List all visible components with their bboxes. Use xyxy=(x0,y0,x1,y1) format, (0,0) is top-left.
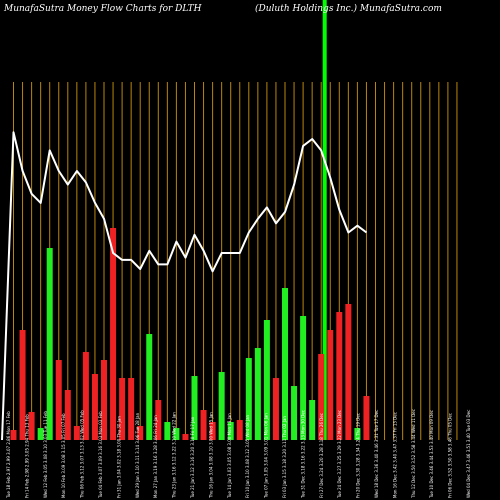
volume-bar xyxy=(200,410,207,440)
volume-bar xyxy=(236,420,243,440)
x-tick-label: Wed 29 Jan 3.10 3.11 3.14 3.06 Tue 28 Ja… xyxy=(135,412,140,498)
volume-bar xyxy=(263,320,270,440)
volume-bar xyxy=(363,396,370,440)
x-tick-label: Tue 14 Jan 3.03 3.05 3.08 3.00 Mon 13 Ja… xyxy=(227,413,232,499)
volume-bar xyxy=(191,376,198,440)
volume-bar xyxy=(318,354,325,440)
volume-bar xyxy=(354,428,361,440)
x-tick-label: Mon 16 Dec 3.42 3.40 3.47 3.37 Fri 13 De… xyxy=(392,412,397,498)
volume-bar xyxy=(137,426,144,440)
x-tick-label: Wed 12 Feb 3.05 3.08 3.10 3.03 Tue 11 Fe… xyxy=(43,411,48,498)
x-tick-label: Thu 23 Jan 3.16 3.12 3.22 3.10 Wed 22 Ja… xyxy=(172,412,177,499)
volume-bar xyxy=(282,288,288,440)
volume-bar xyxy=(82,352,89,440)
volume-bar xyxy=(28,412,35,440)
volume-bar xyxy=(227,422,234,440)
volume-bar xyxy=(272,378,279,440)
x-tick-label: Mon 27 Jan 3.19 3.16 3.28 3.06 Fri 24 Ja… xyxy=(153,415,158,498)
x-tick-label: Tue 21 Jan 3.12 3.16 3.20 3.10 Fri 17 Ja… xyxy=(190,416,195,499)
volume-bar xyxy=(37,428,44,440)
x-tick-label: Fri 31 Jan 3.04 3.02 3.18 3.00 Thu 30 Ja… xyxy=(116,416,121,498)
highlight-line xyxy=(322,0,327,440)
highlight-bar xyxy=(322,0,327,440)
x-tick-label: Thu 06 Feb 3.12 3.07 3.13 3.02 Wed 05 Fe… xyxy=(80,410,85,499)
x-tick-label: Tue 18 Feb 2.97 2.99 3.07 2.86 Mon 17 Fe… xyxy=(6,411,11,499)
x-tick-label: Fri 20 Dec 3.30 3.28 3.34 3.24 Thu 19 De… xyxy=(356,413,361,498)
volume-bar xyxy=(10,430,17,440)
volume-bar xyxy=(146,334,153,440)
volume-bar xyxy=(309,400,316,440)
volume-bar xyxy=(155,400,162,440)
volume-bar xyxy=(300,316,307,440)
x-axis-ticks: Tue 18 Feb 2.97 2.99 3.07 2.86 Mon 17 Fe… xyxy=(6,409,471,499)
x-tick-label: Fri 03 Jan 3.15 3.18 3.20 3.11 Thu 02 Ja… xyxy=(282,416,287,498)
gridlines xyxy=(13,82,458,440)
x-tick-label: Tue 07 Jan 3.05 3.04 3.09 3.01 Mon 06 Ja… xyxy=(264,413,269,499)
volume-bar xyxy=(173,428,180,440)
x-tick-label: Tue 10 Dec 3.46 3.44 3.53 3.40 Mon 09 De… xyxy=(429,410,434,499)
volume-bar xyxy=(209,422,216,440)
chart-title-right: (Duluth Holdings Inc.) MunafaSutra.com xyxy=(255,3,442,14)
x-tick-label: Fri 14 Feb 2.98 2.99 3.05 2.94 Thu 13 Fe… xyxy=(24,414,29,498)
x-tick-label: Fri 06 Dec 3.52 3.50 3.58 3.46 Thu 05 De… xyxy=(448,413,453,498)
money-flow-line xyxy=(1,131,368,441)
x-tick-label: Fri 10 Jan 3.10 3.08 3.12 3.05 Wed 08 Ja… xyxy=(245,414,250,498)
volume-bars xyxy=(10,228,370,440)
volume-bar xyxy=(245,358,252,440)
volume-bar xyxy=(19,330,26,440)
volume-bar xyxy=(164,422,171,440)
volume-bar xyxy=(110,228,117,440)
volume-bar xyxy=(327,330,334,440)
x-tick-label: Tue 04 Feb 3.07 3.09 3.16 3.03 Mon 03 Fe… xyxy=(98,411,103,499)
volume-bar xyxy=(55,360,62,440)
volume-bar xyxy=(119,378,126,440)
x-tick-label: Mon 10 Feb 3.09 3.08 3.15 3.05 Fri 07 Fe… xyxy=(61,413,66,498)
x-tick-label: Thu 12 Dec 3.50 3.52 3.58 3.44 Wed 11 De… xyxy=(411,409,416,499)
x-tick-label: Wed 04 Dec 3.47 3.46 3.51 3.40 Tue 03 De… xyxy=(466,410,471,498)
volume-bar xyxy=(336,312,343,440)
x-tick-label: Tue 31 Dec 3.18 3.16 3.22 3.13 Mon 30 De… xyxy=(300,410,305,499)
x-tick-label: Tue 24 Dec 3.27 3.25 3.29 3.22 Mon 23 De… xyxy=(337,410,342,499)
x-tick-label: Fri 27 Dec 3.24 3.20 3.28 3.18 Thu 26 De… xyxy=(319,413,324,498)
volume-bar xyxy=(254,348,261,440)
volume-bar xyxy=(101,360,107,440)
volume-bar xyxy=(46,248,53,440)
money-flow-polyline xyxy=(1,131,368,441)
volume-bar xyxy=(64,390,71,440)
volume-bar xyxy=(128,378,135,440)
chart-title-left: MunafaSutra Money Flow Charts for DLTH xyxy=(3,4,202,14)
volume-bar xyxy=(91,374,98,440)
volume-bar xyxy=(182,434,189,440)
volume-bar xyxy=(73,426,80,440)
x-tick-label: Thu 16 Jan 3.04 3.08 3.10 3.00 Wed 15 Ja… xyxy=(208,412,213,499)
volume-bar xyxy=(291,386,298,440)
volume-bar xyxy=(345,304,352,440)
x-tick-label: Wed 18 Dec 3.36 3.40 3.46 3.31 Tue 17 De… xyxy=(374,410,379,498)
volume-bar xyxy=(218,372,225,440)
